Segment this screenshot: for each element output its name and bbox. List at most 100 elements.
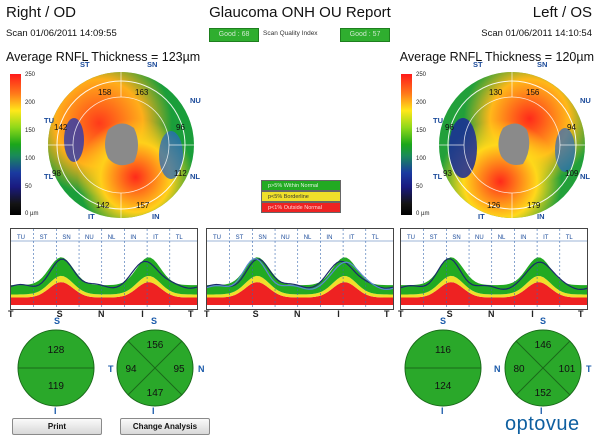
tsnit-axis-label: T [188,309,194,319]
os-colorbar-tick-50: 50 [416,184,423,190]
tsnit-sector-label: NU [281,235,290,241]
tsnit-axis-label: I [531,309,534,319]
os-hemi-superior-value: 116 [435,345,451,356]
od-hemi-inferior-value: 119 [48,381,64,392]
os-colorbar-tick-150: 150 [416,128,427,134]
os-map-label-in: IN [537,212,545,221]
os-map-label-st: ST [473,60,483,69]
os-scan-date: Scan 01/06/2011 14:10:54 [481,28,592,39]
tsnit-sector-label: IT [153,235,159,241]
os-quad-label-i: I [540,406,543,416]
os-map-label-nl: NL [580,172,590,181]
os-optic-disc-icon [498,123,530,165]
os-map-value-left-lower: 93 [443,169,452,178]
tsnit-sector-label: TL [176,235,184,241]
change-analysis-button[interactable]: Change Analysis [120,418,210,435]
tsnit-axis-label: I [337,309,340,319]
tsnit-axis-label: N [294,309,301,319]
legend-within-normal: p>5% Within Normal [261,180,341,191]
tsnit-patient-line [207,258,393,289]
od-hemisphere-chart: 128 119 [17,329,95,407]
tsnit-patient-line [11,258,197,289]
tsnit-sector-label: ST [430,235,438,241]
tsnit-axis-label: T [8,309,14,319]
od-quad-temporal-value: 94 [125,364,137,375]
tsnit-axis-label: T [204,309,210,319]
tsnit-axis-label: S [56,309,63,319]
od-colorbar-tick-0: 0 µm [25,211,39,217]
od-map-value-top-right: 163 [135,88,149,97]
tsnit-axis-label: I [141,309,144,319]
tsnit-sector-label: TL [566,235,574,241]
os-map-label-nu: NU [580,96,591,105]
tsnit-sector-label: IN [326,235,332,241]
od-map-value-left-lower: 98 [52,169,61,178]
od-map-label-sn: SN [147,60,158,69]
os-map-label-sn: SN [537,60,548,69]
tsnit-axis-label: N [488,309,495,319]
os-quad-label-t: T [586,364,592,374]
od-map-label-nu: NU [190,96,201,105]
od-map-value-top-left: 158 [98,88,112,97]
tsnit-axis-label: N [98,309,105,319]
os-map-label-it: IT [478,212,485,221]
os-map-value-left-upper: 96 [445,123,454,132]
os-thickness-map: 130 156 94 109 179 126 93 96 [439,72,585,218]
tsnit-sector-label: IT [543,235,549,241]
ou-tsnit-chart: TU ST SN NU NL IN IT TL [206,228,394,310]
report-title: Glaucoma ONH OU Report [209,4,391,21]
os-hemi-inferior-value: 124 [435,381,452,392]
od-scan-date: Scan 01/06/2011 14:09:55 [6,28,117,39]
os-quality-badge: Good : 57 [340,28,390,42]
tsnit-sector-label: ST [40,235,48,241]
os-tsnit-chart: TU ST SN NU NL IN IT TL [400,228,588,310]
od-quad-label-t: T [108,364,114,374]
od-colorbar-tick-250: 250 [25,72,36,78]
od-colorbar-tick-150: 150 [25,128,36,134]
normative-legend: p>5% Within Normal p<5% Borderline p<1% … [261,180,341,213]
print-button[interactable]: Print [12,418,102,435]
od-map-value-right-upper: 96 [176,123,185,132]
od-map-label-tl: TL [44,172,54,181]
os-quad-inferior-value: 152 [535,388,552,399]
od-hemi-label-s: S [54,316,61,326]
tsnit-patient-line [207,258,393,291]
od-quadrant-chart: 156 94 95 147 [116,329,194,407]
os-quad-label-n: N [494,364,501,374]
od-hemi-label-i: I [54,406,57,416]
tsnit-sector-label: SN [452,235,460,241]
os-thickness-colorbar [401,74,412,215]
tsnit-axis-label: T [384,309,390,319]
tsnit-patient-line [401,258,587,291]
tsnit-sector-label: SN [258,235,266,241]
od-map-value-right-lower: 112 [174,169,187,178]
od-quad-label-n: N [198,364,205,374]
tsnit-sector-label: NL [108,235,116,241]
os-map-value-right-upper: 94 [567,123,576,132]
od-title: Right / OD [6,4,77,21]
os-colorbar-tick-0: 0 µm [416,211,430,217]
legend-borderline: p<5% Borderline [261,191,341,202]
od-thickness-map: 158 163 96 112 157 142 98 142 [48,72,194,218]
od-colorbar-tick-100: 100 [25,156,36,162]
os-map-value-bottom-left: 126 [487,201,501,210]
od-tsnit-chart: TU ST SN NU NL IN IT TL [10,228,198,310]
tsnit-axis-label: S [252,309,259,319]
od-quad-nasal-value: 95 [173,364,185,375]
os-colorbar-tick-250: 250 [416,72,427,78]
os-map-label-tu: TU [433,116,443,125]
tsnit-sector-label: NU [475,235,484,241]
od-map-value-bottom-right: 157 [136,201,150,210]
od-thickness-colorbar [10,74,21,215]
tsnit-sector-label: IT [349,235,355,241]
os-quad-temporal-value: 101 [559,364,576,375]
tsnit-axis-label: T [398,309,404,319]
os-map-value-top-right: 156 [526,88,540,97]
od-quad-label-i: I [152,406,155,416]
tsnit-sector-label: TU [213,235,221,241]
os-map-value-right-lower: 109 [565,169,579,178]
os-map-label-tl: TL [433,172,443,181]
od-colorbar-tick-50: 50 [25,184,32,190]
od-quality-badge: Good : 68 [209,28,259,42]
tsnit-sector-label: NU [85,235,94,241]
